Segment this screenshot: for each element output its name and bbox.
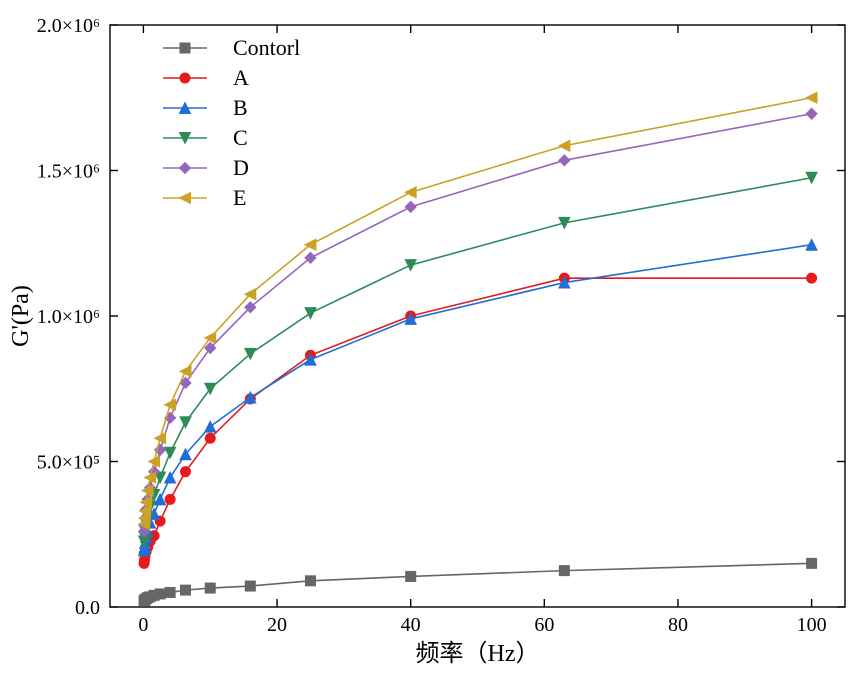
series-line [144, 563, 812, 601]
x-tick-label: 60 [534, 614, 554, 636]
series-line [144, 245, 812, 551]
chart-svg: 0 20 40 60 80 100 频率（Hz） 0.0 5.0×10⁵ 1.0×10⁶ 1.5×1… [0, 0, 863, 679]
x-tick-label: 80 [668, 614, 688, 636]
series-Contorl [139, 558, 817, 606]
legend-label: A [233, 65, 249, 90]
y-tick-label: 5.0×10⁵ [37, 452, 100, 474]
legend: Contorl ABCDE [163, 35, 300, 210]
x-tick-label: 40 [401, 614, 421, 636]
series-C [139, 172, 818, 547]
legend-label: D [233, 155, 249, 180]
legend-label: E [233, 185, 246, 210]
series-line [144, 278, 812, 563]
legend-label: B [233, 95, 248, 120]
x-tick-label: 100 [797, 614, 827, 636]
y-tick-label: 1.5×10⁶ [37, 161, 100, 183]
legend-label: Contorl [233, 35, 300, 60]
y-tick-label: 2.0×10⁶ [37, 15, 100, 37]
x-axis-label: 频率（Hz） [416, 640, 540, 667]
y-axis-label: G'(Pa) [8, 285, 34, 347]
y-tick-label: 1.0×10⁶ [37, 306, 100, 328]
series-line [144, 178, 812, 542]
series-B [139, 239, 818, 556]
y-tick-label: 0.0 [75, 597, 100, 619]
chart-container: 0 20 40 60 80 100 频率（Hz） 0.0 5.0×10⁵ 1.0×10⁶ 1.5×1… [0, 0, 863, 679]
legend-label: C [233, 125, 248, 150]
x-tick-label: 0 [138, 614, 148, 636]
x-tick-label: 20 [267, 614, 287, 636]
